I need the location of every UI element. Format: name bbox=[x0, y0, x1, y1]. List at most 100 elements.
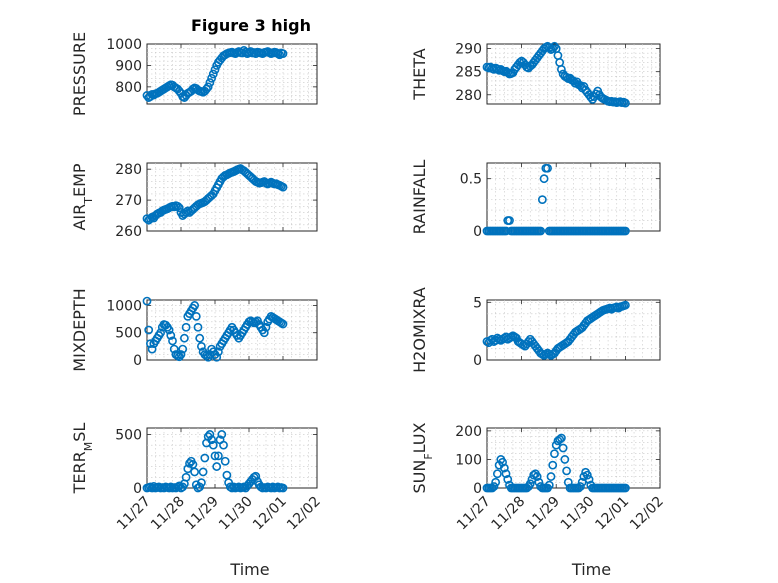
y-tick-label: 1000 bbox=[106, 37, 142, 53]
data-point bbox=[489, 482, 499, 491]
subplot-4: 0 0.5 RAINFALL bbox=[410, 160, 661, 240]
y-tick-label: 0 bbox=[473, 224, 482, 240]
grid bbox=[147, 428, 317, 488]
data-point bbox=[207, 435, 216, 445]
data-point bbox=[156, 328, 165, 338]
data-point bbox=[195, 333, 205, 343]
data-point bbox=[183, 464, 193, 474]
data-point bbox=[196, 478, 206, 488]
x-axis-label: Time bbox=[229, 560, 269, 579]
y-tick-label: 260 bbox=[115, 224, 142, 240]
y-tick-label: 0 bbox=[473, 353, 482, 369]
data-point bbox=[176, 350, 186, 359]
y-tick-label: 100 bbox=[455, 452, 482, 468]
data-point bbox=[210, 65, 220, 75]
data-point bbox=[543, 163, 552, 173]
data-point bbox=[278, 483, 288, 493]
data-point bbox=[174, 203, 184, 213]
data-point bbox=[501, 469, 511, 479]
data-point bbox=[183, 206, 193, 216]
data-point bbox=[576, 482, 585, 491]
subplot-2: 280 285 290 THETA bbox=[410, 41, 661, 108]
series-markers bbox=[482, 163, 630, 236]
data-point bbox=[621, 226, 630, 236]
data-point bbox=[278, 49, 288, 59]
y-axis-label: TERRMSL bbox=[70, 423, 95, 495]
data-point bbox=[537, 195, 547, 205]
data-point bbox=[203, 82, 213, 92]
data-point bbox=[217, 430, 227, 439]
data-point bbox=[174, 352, 184, 362]
data-point bbox=[190, 301, 199, 310]
y-axis-label: H2OMIXRA bbox=[410, 287, 429, 373]
data-point bbox=[205, 430, 215, 439]
data-point bbox=[169, 202, 179, 212]
subplot-3: 260 270 280 AIRTEMP bbox=[70, 162, 318, 240]
data-point bbox=[213, 451, 223, 461]
data-point bbox=[166, 331, 176, 340]
y-axis-label: SUNFLUX bbox=[410, 422, 435, 493]
y-tick-label: 200 bbox=[455, 424, 482, 440]
y-tick-label: 280 bbox=[455, 88, 482, 104]
data-point bbox=[259, 328, 269, 338]
data-point bbox=[550, 449, 559, 459]
y-tick-label: 500 bbox=[115, 427, 142, 443]
data-point bbox=[200, 453, 210, 463]
data-point bbox=[560, 455, 570, 464]
data-point bbox=[536, 226, 546, 236]
data-point bbox=[207, 73, 216, 83]
series-markers bbox=[142, 296, 288, 362]
data-point bbox=[196, 341, 206, 351]
data-point bbox=[179, 333, 189, 343]
data-point bbox=[505, 216, 514, 225]
y-tick-label: 285 bbox=[455, 65, 482, 81]
data-point bbox=[210, 451, 220, 461]
data-point bbox=[205, 78, 215, 87]
y-tick-label: 290 bbox=[455, 42, 482, 58]
axes-box bbox=[486, 427, 661, 489]
grid bbox=[147, 163, 317, 231]
y-tick-label: 280 bbox=[115, 162, 142, 178]
data-point bbox=[142, 296, 152, 306]
data-point bbox=[515, 58, 525, 67]
subplot-6: 0 5 H2OMIXRA bbox=[410, 287, 661, 373]
data-point bbox=[584, 475, 594, 484]
series-markers bbox=[482, 41, 630, 108]
y-tick-label: 5 bbox=[473, 295, 482, 311]
x-axis-label: Time bbox=[571, 560, 611, 579]
data-point bbox=[202, 84, 211, 94]
data-point bbox=[164, 325, 174, 335]
data-point bbox=[193, 322, 203, 332]
grid bbox=[487, 428, 660, 488]
y-tick-label: 800 bbox=[115, 80, 142, 96]
data-point bbox=[491, 477, 501, 487]
data-point bbox=[548, 460, 558, 470]
data-point bbox=[621, 300, 630, 310]
data-point bbox=[190, 467, 199, 477]
y-tick-label: 270 bbox=[115, 193, 142, 209]
data-point bbox=[261, 322, 271, 332]
data-point bbox=[147, 344, 157, 354]
data-point bbox=[499, 463, 509, 473]
data-point bbox=[556, 433, 566, 443]
data-point bbox=[213, 347, 223, 357]
grid bbox=[147, 300, 317, 360]
data-point bbox=[212, 352, 222, 362]
data-point bbox=[181, 472, 191, 482]
data-point bbox=[178, 344, 188, 354]
y-tick-label: 0.5 bbox=[460, 172, 482, 188]
data-point bbox=[278, 182, 288, 192]
data-point bbox=[220, 456, 230, 466]
data-point bbox=[558, 443, 568, 453]
y-tick-label: 1000 bbox=[106, 298, 142, 314]
data-point bbox=[195, 482, 205, 492]
data-point bbox=[539, 174, 549, 184]
y-tick-label: 900 bbox=[115, 58, 142, 74]
data-point bbox=[503, 475, 513, 484]
data-point bbox=[169, 344, 179, 354]
y-axis-label: THETA bbox=[410, 48, 429, 100]
data-point bbox=[181, 208, 191, 217]
y-tick-label: 0 bbox=[473, 481, 482, 497]
data-point bbox=[208, 440, 218, 450]
